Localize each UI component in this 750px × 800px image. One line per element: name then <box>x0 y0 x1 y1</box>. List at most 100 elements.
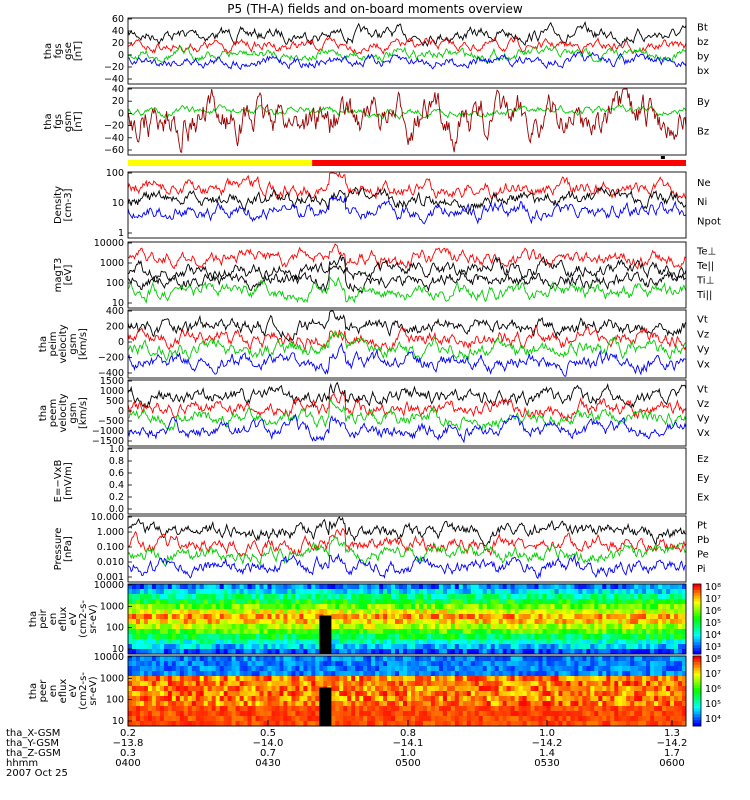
heatmap-cell <box>618 666 623 672</box>
heatmap-cell <box>291 711 296 717</box>
heatmap-cell <box>674 599 679 605</box>
heatmap-cell <box>299 686 304 692</box>
heatmap-cell <box>634 594 639 600</box>
heatmap-cell <box>203 614 209 620</box>
heatmap-cell <box>419 639 424 645</box>
heatmap-cell <box>534 691 539 697</box>
heatmap-cell <box>347 614 352 620</box>
heatmap-cell <box>662 691 667 697</box>
heatmap-cell <box>502 656 508 662</box>
heatmap-cell <box>143 639 149 645</box>
heatmap-cell <box>574 656 579 662</box>
heatmap-cell <box>295 701 300 707</box>
heatmap-cell <box>674 589 679 595</box>
heatmap-cell <box>602 656 607 662</box>
heatmap-cell <box>442 649 448 655</box>
y-gsm-row-label: tha_Y-GSM <box>6 738 60 749</box>
heatmap-cell <box>438 649 444 655</box>
heatmap-cell <box>207 691 213 697</box>
heatmap-cell <box>211 649 217 655</box>
heatmap-cell <box>167 619 173 625</box>
heatmap-cell <box>227 706 232 712</box>
heatmap-cell <box>514 604 519 610</box>
heatmap-cell <box>454 599 460 605</box>
heatmap-cell <box>371 624 376 630</box>
heatmap-cell <box>128 681 133 687</box>
heatmap-cell <box>375 661 380 667</box>
heatmap-cell <box>498 644 504 650</box>
heatmap-cell <box>554 711 559 717</box>
y-axis-label: magT3 <box>53 258 64 293</box>
heatmap-cell <box>399 634 404 640</box>
heatmap-cell <box>446 614 452 620</box>
heatmap-cell <box>311 666 316 672</box>
heatmap-cell <box>223 649 229 655</box>
heatmap-cell <box>387 656 392 662</box>
heatmap-cell <box>470 701 476 707</box>
heatmap-cell <box>502 681 508 687</box>
heatmap-cell <box>371 681 376 687</box>
heatmap-cell <box>151 614 157 620</box>
heatmap-cell <box>486 624 492 630</box>
pi-line <box>127 552 687 580</box>
heatmap-cell <box>335 691 340 697</box>
heatmap-cell <box>371 696 376 702</box>
heatmap-cell <box>502 629 508 635</box>
heatmap-cell <box>554 691 559 697</box>
heatmap-cell <box>470 706 476 712</box>
heatmap-cell <box>666 649 671 655</box>
heatmap-cell <box>454 691 460 697</box>
heatmap-cell <box>315 614 320 620</box>
heatmap-cell <box>140 666 145 672</box>
heatmap-cell <box>183 624 189 630</box>
heatmap-cell <box>291 604 296 610</box>
heatmap-cell <box>343 624 348 630</box>
heatmap-cell <box>610 706 615 712</box>
heatmap-cell <box>650 701 655 707</box>
heatmap-cell <box>331 619 336 625</box>
heatmap-cell <box>634 721 639 727</box>
heatmap-cell <box>426 619 432 625</box>
heatmap-cell <box>387 604 392 610</box>
heatmap-cell <box>371 711 376 717</box>
heatmap-cell <box>574 661 579 667</box>
y-tick-label: 0.100 <box>97 542 124 553</box>
heatmap-cell <box>367 634 372 640</box>
heatmap-cell <box>255 599 260 605</box>
heatmap-cell <box>140 661 145 667</box>
heatmap-cell <box>163 614 169 620</box>
heatmap-cell <box>159 584 165 590</box>
heatmap-cell <box>510 614 515 620</box>
heatmap-cell <box>363 634 368 640</box>
heatmap-cell <box>136 666 141 672</box>
heatmap-cell <box>466 686 472 692</box>
heatmap-cell <box>299 589 304 595</box>
heatmap-cell <box>558 594 563 600</box>
heatmap-cell <box>438 701 444 707</box>
heatmap-cell <box>594 599 599 605</box>
heatmap-cell <box>128 589 133 595</box>
heatmap-cell <box>638 609 643 615</box>
heatmap-cell <box>570 634 575 640</box>
heatmap-cell <box>618 721 623 727</box>
heatmap-cell <box>395 716 400 722</box>
heatmap-cell <box>538 701 543 707</box>
heatmap-cell <box>411 661 416 667</box>
heatmap-cell <box>618 649 623 655</box>
heatmap-cell <box>407 656 412 662</box>
heatmap-cell <box>634 686 639 692</box>
heatmap-cell <box>530 649 535 655</box>
heatmap-cell <box>634 614 639 620</box>
heatmap-cell <box>582 584 587 590</box>
heatmap-cell <box>335 701 340 707</box>
heatmap-cell <box>407 619 412 625</box>
heatmap-cell <box>383 671 388 677</box>
heatmap-cell <box>426 624 432 630</box>
heatmap-cell <box>430 706 436 712</box>
heatmap-cell <box>546 681 551 687</box>
heatmap-cell <box>562 619 567 625</box>
heatmap-cell <box>538 589 543 595</box>
heatmap-cell <box>646 681 651 687</box>
heatmap-cell <box>682 619 687 625</box>
heatmap-cell <box>311 624 316 630</box>
